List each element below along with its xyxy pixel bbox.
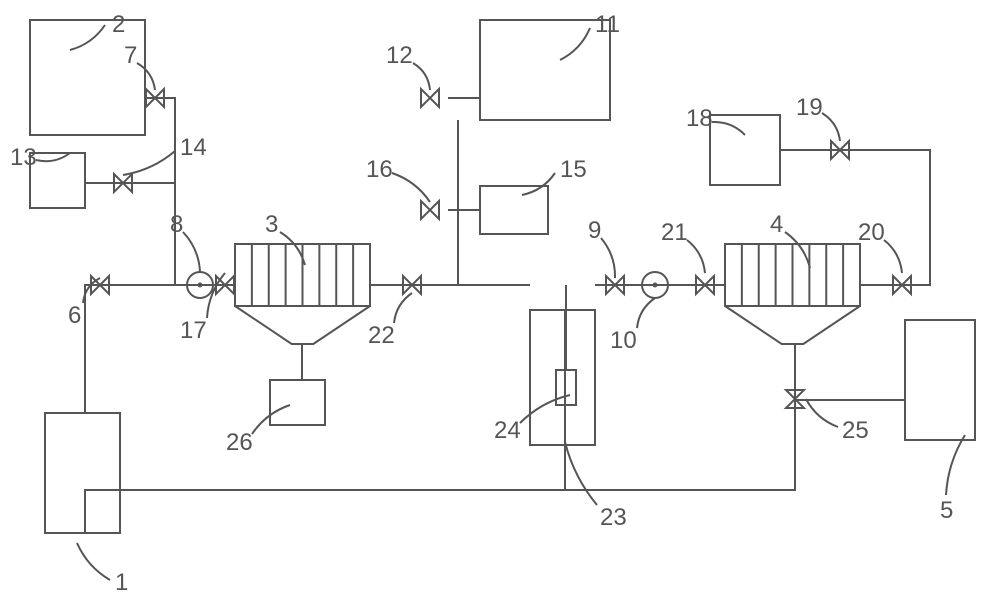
leader-9 (637, 298, 655, 328)
box-b26 (270, 380, 325, 425)
leader-15 (392, 173, 430, 202)
label-l21: 21 (661, 219, 688, 246)
label-l18: 18 (686, 105, 713, 132)
leader-20 (687, 240, 705, 273)
label-l16: 16 (366, 156, 393, 183)
leader-24 (806, 399, 838, 427)
label-l25: 25 (842, 417, 869, 444)
leader-14 (522, 173, 555, 195)
label-l8: 8 (170, 211, 183, 238)
leader-19 (884, 240, 902, 273)
label-l15: 15 (560, 156, 587, 183)
label-l12: 12 (386, 42, 413, 69)
label-l20: 20 (858, 219, 885, 246)
leader-18 (822, 113, 840, 141)
label-l19: 19 (796, 94, 823, 121)
leader-2 (280, 232, 305, 265)
label-l10: 10 (610, 327, 637, 354)
box-b5 (905, 320, 975, 440)
label-l17: 17 (180, 317, 207, 344)
leader-13 (123, 151, 175, 175)
box-b1 (45, 413, 120, 533)
process-diagram: 1234567891011121314151617181920212223242… (0, 0, 1000, 611)
label-l13: 13 (10, 144, 37, 171)
box-b11 (480, 20, 610, 120)
label-l2: 2 (112, 11, 125, 38)
pipe-10 (85, 344, 795, 533)
label-l14: 14 (180, 134, 207, 161)
label-l11: 11 (595, 11, 620, 38)
leader-4 (946, 435, 965, 495)
label-l6: 6 (68, 302, 81, 329)
label-l5: 5 (940, 497, 953, 524)
leader-22 (565, 442, 597, 505)
label-l1: 1 (115, 569, 128, 596)
label-l26: 26 (226, 429, 253, 456)
label-l9: 9 (588, 217, 601, 244)
leader-0 (77, 543, 110, 580)
unit-u4 (725, 244, 860, 344)
leader-12 (36, 153, 70, 161)
leader-11 (413, 63, 430, 90)
leader-17 (712, 122, 745, 135)
box-b15 (480, 186, 548, 234)
pipe-0 (85, 285, 235, 413)
leader-7 (183, 232, 200, 272)
leader-21 (394, 293, 412, 323)
leader-1 (70, 25, 105, 50)
box-b23 (530, 310, 595, 445)
leader-3 (785, 232, 810, 268)
leader-23 (520, 395, 570, 423)
valve-v16 (421, 201, 439, 219)
valve-v12 (421, 89, 439, 107)
leader-8 (601, 238, 615, 278)
pipe-8 (780, 150, 930, 285)
label-l4: 4 (770, 211, 783, 238)
pipe-1 (145, 98, 175, 285)
label-l22: 22 (368, 322, 395, 349)
leader-10 (560, 28, 590, 60)
label-l3: 3 (265, 211, 278, 238)
label-l7: 7 (124, 42, 137, 69)
box-b18 (710, 115, 780, 185)
label-l23: 23 (600, 504, 627, 531)
box-b2 (30, 20, 145, 135)
label-l24: 24 (494, 417, 521, 444)
